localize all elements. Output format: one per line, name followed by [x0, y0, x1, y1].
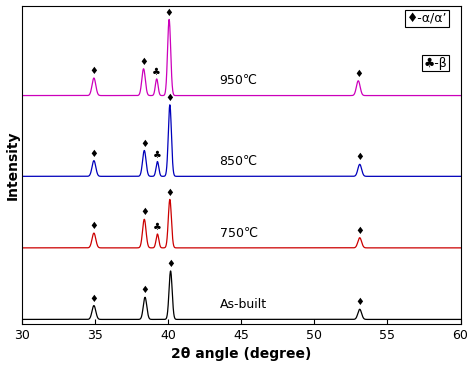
Text: As-built: As-built	[219, 298, 267, 311]
Text: ♦: ♦	[140, 207, 149, 217]
Text: ♦: ♦	[141, 286, 149, 295]
Text: ♦: ♦	[90, 221, 98, 231]
Text: ♦: ♦	[165, 188, 174, 197]
Text: ♣: ♣	[153, 150, 162, 160]
Text: ♦: ♦	[166, 259, 175, 269]
Text: 750℃: 750℃	[219, 226, 257, 240]
Text: ♣: ♣	[152, 67, 161, 77]
Text: ♣-β: ♣-β	[424, 57, 447, 69]
Text: ♦: ♦	[356, 297, 364, 308]
Text: ♦: ♦	[354, 69, 363, 79]
Text: ♦: ♦	[90, 294, 98, 304]
X-axis label: 2θ angle (degree): 2θ angle (degree)	[171, 348, 311, 361]
Text: ♦: ♦	[165, 8, 173, 18]
Text: 850℃: 850℃	[219, 155, 257, 168]
Text: ♦: ♦	[90, 66, 98, 76]
Text: 950℃: 950℃	[219, 74, 257, 87]
Text: ♦-α/α’: ♦-α/α’	[407, 12, 447, 25]
Text: ♦: ♦	[90, 149, 98, 159]
Text: ♦: ♦	[139, 57, 148, 67]
Text: ♦: ♦	[165, 93, 174, 103]
Text: ♦: ♦	[356, 152, 364, 163]
Text: ♦: ♦	[356, 226, 364, 236]
Text: ♣: ♣	[153, 222, 162, 232]
Text: ♦: ♦	[140, 139, 149, 149]
Y-axis label: Intensity: Intensity	[6, 130, 19, 200]
